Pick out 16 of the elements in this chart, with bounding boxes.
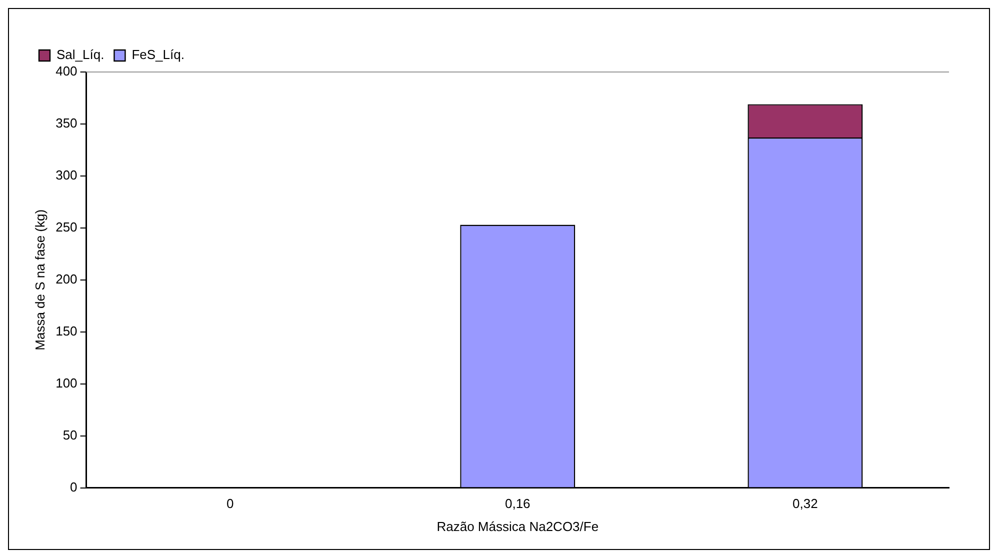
- x-tick-label: 0,32: [792, 496, 818, 512]
- y-tick-label: 50: [62, 427, 78, 442]
- legend-label: FeS_Líq.: [132, 47, 184, 62]
- x-axis-title: Razão Mássica Na2CO3/Fe: [436, 518, 599, 534]
- y-tick-label: 300: [56, 168, 78, 183]
- y-tick-label: 250: [56, 220, 78, 235]
- y-tick-label: 100: [56, 375, 78, 390]
- y-tick-label: 150: [56, 323, 78, 338]
- y-tick-label: 200: [56, 271, 78, 286]
- y-tick-label: 350: [56, 116, 78, 131]
- y-axis-title: Massa de S na fase (kg): [32, 209, 48, 350]
- x-tick-label: 0,16: [504, 496, 530, 512]
- x-tick-label: 0: [226, 496, 234, 512]
- legend-label: Sal_Líq.: [56, 47, 104, 62]
- y-tick-label: 0: [70, 479, 78, 494]
- y-tick-label: 400: [56, 64, 78, 79]
